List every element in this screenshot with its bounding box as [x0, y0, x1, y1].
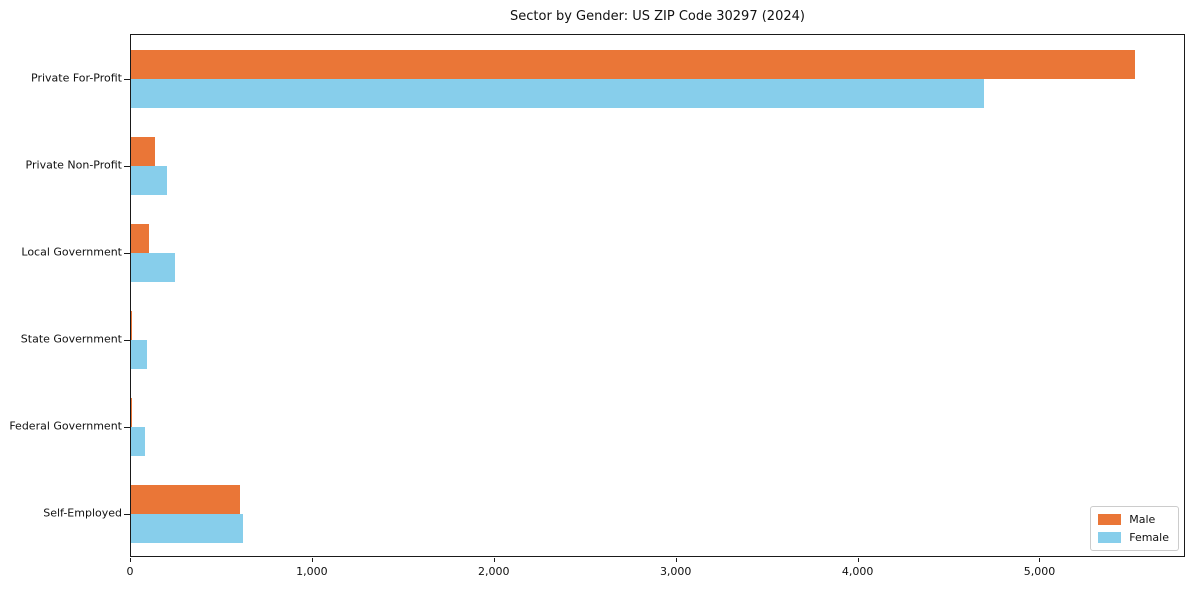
- bar-group-federal-government: [131, 384, 1184, 471]
- y-axis: Private For-Profit Private Non-Profit Loca…: [0, 34, 122, 557]
- female-series-swatch: [1098, 532, 1122, 543]
- chart-title: Sector by Gender: US ZIP Code 30297 (202…: [510, 9, 805, 24]
- x-tick-mark: [857, 558, 859, 562]
- y-tick-mark: [124, 165, 131, 167]
- y-tick-mark: [124, 427, 131, 429]
- plot-area: Male Female: [124, 34, 1185, 558]
- male-bar: [131, 311, 133, 341]
- x-tick-mark: [675, 558, 677, 562]
- legend-label-male: Male: [1129, 513, 1156, 526]
- male-series-swatch: [1098, 514, 1122, 525]
- y-axis-label: Self-Employed: [43, 506, 122, 520]
- y-tick-mark: [124, 78, 131, 80]
- x-tick-label: 0: [126, 565, 134, 578]
- female-bar: [131, 165, 168, 195]
- legend-label-female: Female: [1129, 531, 1169, 544]
- female-bar: [131, 514, 243, 544]
- y-tick-mark: [124, 252, 131, 254]
- x-axis: 0 1,000 2,000 3,000 4,000 5,000: [126, 558, 1185, 588]
- x-tick-mark: [493, 558, 495, 562]
- y-axis-label: Local Government: [21, 245, 122, 259]
- y-axis-label: State Government: [20, 332, 122, 346]
- y-axis-label: Federal Government: [9, 419, 122, 433]
- male-bar: [131, 485, 240, 515]
- female-bar: [131, 252, 175, 282]
- x-tick-mark: [1039, 558, 1041, 562]
- x-tick-mark: [130, 558, 131, 562]
- legend-item-female: Female: [1098, 531, 1169, 544]
- female-bar: [131, 340, 148, 370]
- x-tick-label: 3,000: [659, 565, 692, 578]
- x-tick-label: 1,000: [296, 565, 328, 578]
- male-bar: [131, 223, 150, 253]
- bar-group-state-government: [131, 297, 1184, 384]
- male-bar: [131, 398, 133, 428]
- x-tick-label: 5,000: [1023, 565, 1056, 578]
- bar-group-self-employed: [131, 471, 1184, 558]
- male-bar: [131, 136, 155, 166]
- bar-group-local-government: [131, 209, 1184, 296]
- y-axis-label: Private For-Profit: [31, 71, 122, 85]
- legend-item-male: Male: [1098, 513, 1169, 526]
- male-bar: [131, 49, 1135, 79]
- y-tick-mark: [124, 340, 131, 342]
- female-bar: [131, 427, 145, 457]
- legend: Male Female: [1090, 506, 1179, 551]
- bar-group-private-non-profit: [131, 122, 1184, 209]
- female-bar: [131, 78, 985, 108]
- x-tick-mark: [311, 558, 313, 562]
- bar-group-private-for-profit: [131, 35, 1184, 122]
- y-tick-mark: [124, 514, 131, 516]
- y-axis-label: Private Non-Profit: [25, 158, 122, 172]
- x-tick-label: 4,000: [841, 565, 874, 578]
- x-tick-label: 2,000: [478, 565, 510, 578]
